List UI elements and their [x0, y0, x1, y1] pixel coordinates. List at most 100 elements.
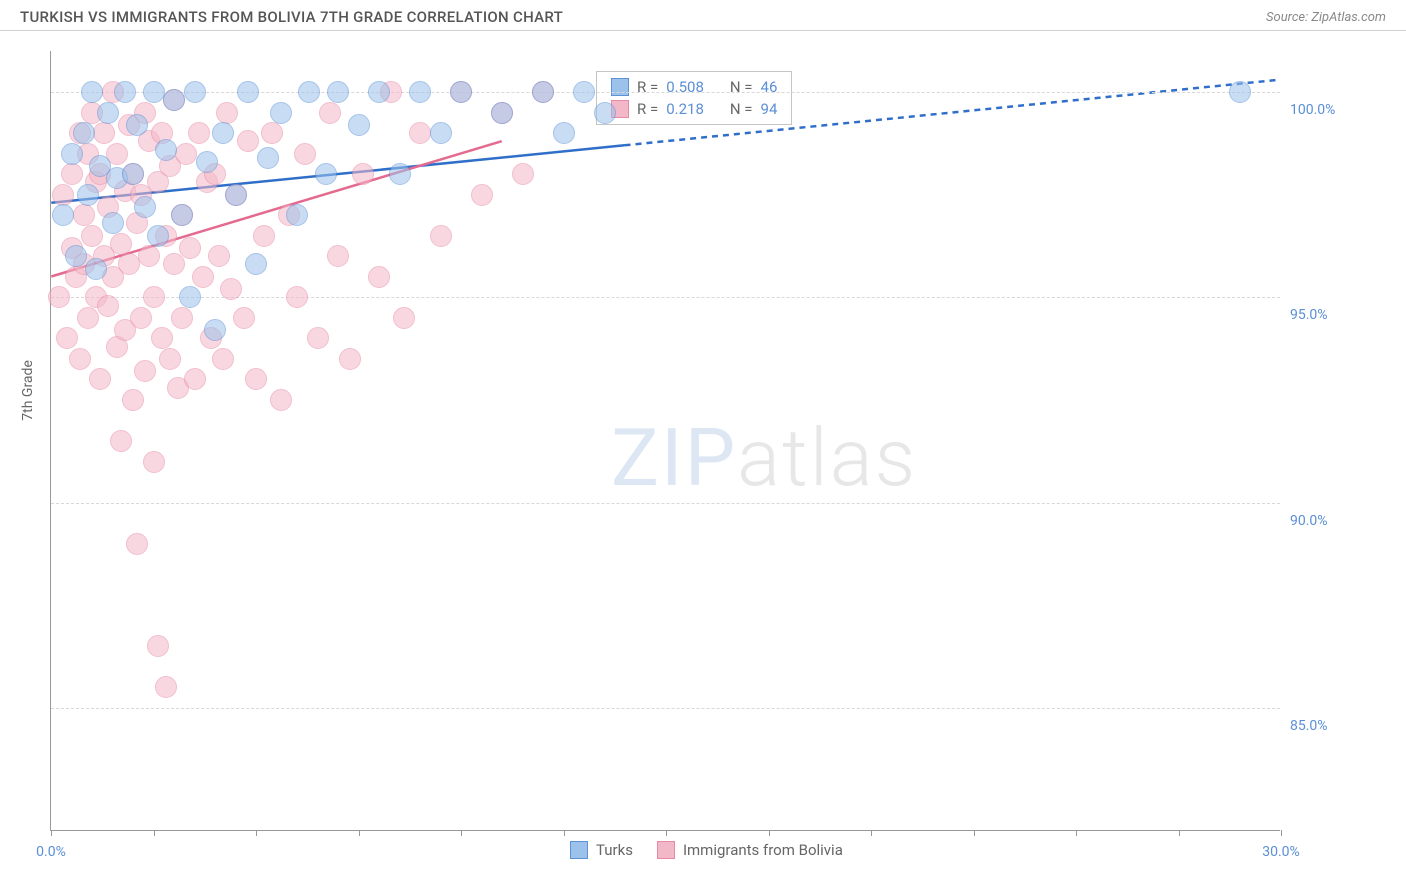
- point-bolivia: [151, 327, 173, 349]
- point-turks: [348, 114, 370, 136]
- x-tick: [461, 830, 462, 836]
- point-bolivia: [110, 430, 132, 452]
- point-bolivia: [56, 327, 78, 349]
- x-tick: [154, 830, 155, 836]
- watermark-zip: ZIP: [611, 411, 737, 505]
- point-turks: [77, 184, 99, 206]
- x-tick: [1281, 830, 1282, 836]
- point-turks: [430, 122, 452, 144]
- legend-stats-row: R =0.218N =94: [597, 98, 791, 120]
- point-bolivia: [89, 368, 111, 390]
- point-turks: [155, 139, 177, 161]
- point-turks: [532, 81, 554, 103]
- point-bolivia: [138, 245, 160, 267]
- point-turks: [122, 163, 144, 185]
- point-turks: [114, 81, 136, 103]
- point-turks: [65, 245, 87, 267]
- point-turks: [286, 204, 308, 226]
- watermark-atlas: atlas: [737, 411, 917, 505]
- point-bolivia: [147, 635, 169, 657]
- point-bolivia: [77, 307, 99, 329]
- point-bolivia: [48, 286, 70, 308]
- point-bolivia: [93, 122, 115, 144]
- n-label: N =: [730, 78, 753, 96]
- point-turks: [143, 81, 165, 103]
- plot-area: ZIPatlas R =0.508N =46R =0.218N =94 85.0…: [50, 51, 1280, 831]
- point-bolivia: [430, 225, 452, 247]
- legend-item: Turks: [570, 841, 633, 859]
- point-bolivia: [163, 253, 185, 275]
- point-turks: [553, 122, 575, 144]
- point-bolivia: [253, 225, 275, 247]
- point-bolivia: [118, 253, 140, 275]
- point-turks: [594, 102, 616, 124]
- trend-lines: [51, 51, 1280, 830]
- grid-line: [51, 708, 1280, 709]
- point-bolivia: [155, 676, 177, 698]
- x-tick: [51, 830, 52, 836]
- point-turks: [245, 253, 267, 275]
- point-turks: [97, 102, 119, 124]
- point-turks: [204, 319, 226, 341]
- point-bolivia: [61, 163, 83, 185]
- n-value: 46: [761, 78, 778, 96]
- point-bolivia: [368, 266, 390, 288]
- point-turks: [81, 81, 103, 103]
- point-turks: [270, 102, 292, 124]
- r-value: 0.508: [666, 78, 704, 96]
- point-bolivia: [270, 389, 292, 411]
- y-tick-label: 100.0%: [1290, 102, 1360, 118]
- legend-swatch: [657, 841, 675, 859]
- point-bolivia: [212, 348, 234, 370]
- chart-title: TURKISH VS IMMIGRANTS FROM BOLIVIA 7TH G…: [20, 8, 563, 26]
- point-bolivia: [126, 533, 148, 555]
- point-bolivia: [208, 245, 230, 267]
- point-turks: [212, 122, 234, 144]
- point-turks: [237, 81, 259, 103]
- x-tick: [769, 830, 770, 836]
- point-bolivia: [134, 360, 156, 382]
- point-turks: [134, 196, 156, 218]
- point-bolivia: [261, 122, 283, 144]
- point-turks: [163, 89, 185, 111]
- point-turks: [196, 151, 218, 173]
- point-bolivia: [220, 278, 242, 300]
- x-tick: [666, 830, 667, 836]
- x-tick: [359, 830, 360, 836]
- point-turks: [102, 212, 124, 234]
- point-bolivia: [171, 307, 193, 329]
- x-tick: [1179, 830, 1180, 836]
- point-bolivia: [471, 184, 493, 206]
- point-bolivia: [393, 307, 415, 329]
- point-bolivia: [188, 122, 210, 144]
- point-bolivia: [122, 389, 144, 411]
- legend-stats-box: R =0.508N =46R =0.218N =94: [596, 71, 792, 125]
- point-bolivia: [294, 143, 316, 165]
- point-turks: [73, 122, 95, 144]
- r-label: R =: [637, 78, 658, 96]
- point-bolivia: [143, 286, 165, 308]
- x-tick: [564, 830, 565, 836]
- r-label: R =: [637, 100, 658, 118]
- point-bolivia: [81, 225, 103, 247]
- legend-swatch: [611, 78, 629, 96]
- legend-bottom: TurksImmigrants from Bolivia: [570, 841, 843, 859]
- watermark: ZIPatlas: [611, 411, 917, 505]
- point-bolivia: [512, 163, 534, 185]
- point-turks: [179, 286, 201, 308]
- point-bolivia: [69, 348, 91, 370]
- point-turks: [315, 163, 337, 185]
- point-turks: [225, 184, 247, 206]
- legend-stats-row: R = 0.508 N = 46: [597, 76, 791, 98]
- point-bolivia: [52, 184, 74, 206]
- r-value: 0.218: [666, 100, 704, 118]
- point-bolivia: [192, 266, 214, 288]
- point-turks: [171, 204, 193, 226]
- chart-header: TURKISH VS IMMIGRANTS FROM BOLIVIA 7TH G…: [0, 0, 1406, 31]
- n-value: 94: [761, 100, 778, 118]
- point-bolivia: [233, 307, 255, 329]
- x-tick: [1076, 830, 1077, 836]
- x-tick: [256, 830, 257, 836]
- point-bolivia: [237, 130, 259, 152]
- chart-source: Source: ZipAtlas.com: [1266, 10, 1386, 25]
